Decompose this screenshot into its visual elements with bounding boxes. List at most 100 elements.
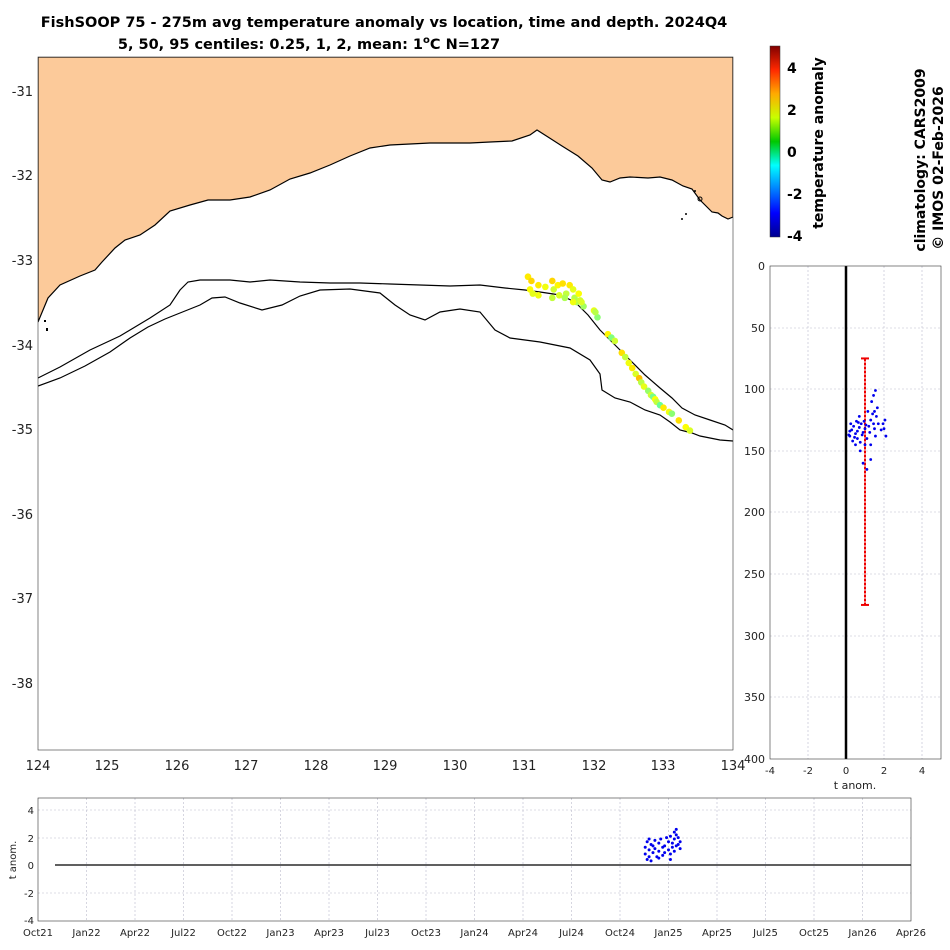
time-x-tick-label: Apr22 — [120, 928, 150, 939]
time-observation-point — [672, 849, 676, 853]
depth-observation-point — [855, 419, 858, 423]
map-lat-axis: -31 -32 -33 -34 -35 -36 -37 -38 — [12, 85, 33, 692]
time-y-tick-label: 4 — [28, 806, 34, 817]
time-x-tick-label: Apr25 — [702, 928, 732, 939]
island — [697, 196, 703, 202]
island — [44, 320, 46, 322]
depth-observation-point — [862, 419, 866, 423]
lat-tick-label: -36 — [12, 508, 33, 523]
climatology-label: climatology: CARS2009 — [913, 68, 929, 251]
time-x-tick-label: Jul22 — [170, 928, 196, 939]
lon-tick-label: 128 — [304, 759, 329, 774]
map-observation-point — [668, 410, 676, 417]
time-observation-point — [670, 845, 674, 849]
map-observation-points — [524, 273, 694, 434]
map-observation-point — [559, 280, 567, 287]
time-observation-point — [643, 852, 647, 856]
depth-observation-point — [879, 428, 883, 432]
colorbar-tick-label: 0 — [787, 145, 797, 161]
depth-observation-point — [854, 432, 857, 436]
depth-observation-point — [858, 440, 862, 444]
time-grid — [38, 798, 911, 921]
island — [46, 328, 48, 331]
depth-observation-point — [861, 461, 865, 465]
time-x-tick-label: Oct24 — [605, 928, 635, 939]
depth-frame — [769, 265, 942, 760]
depth-observation-point — [856, 437, 859, 440]
depth-tick-label: 0 — [758, 260, 765, 273]
depth-observation-point — [858, 449, 862, 453]
island — [681, 218, 683, 220]
time-observation-point — [647, 837, 651, 841]
depth-background — [770, 266, 941, 759]
time-observation-point — [649, 859, 653, 863]
lon-tick-label: 131 — [512, 759, 537, 774]
depth-observation-point — [873, 427, 876, 431]
depth-observation-point — [883, 418, 887, 422]
time-x-tick-label: Jul25 — [752, 928, 778, 939]
time-x-tick-label: Apr26 — [896, 928, 926, 939]
map-frame — [37, 56, 734, 751]
map-observation-point — [628, 364, 636, 372]
time-x-tick-label: Apr24 — [508, 928, 538, 939]
map-observation-point — [542, 283, 549, 291]
depth-observation-point — [881, 422, 885, 426]
tanom-tick-label: -4 — [765, 766, 775, 777]
time-observation-point — [674, 833, 678, 837]
time-x-tick-label: Oct23 — [411, 928, 441, 939]
time-ylabel: t anom. — [8, 841, 19, 880]
depth-observation-point — [869, 418, 873, 422]
time-observation-point — [668, 852, 672, 856]
depth-grid — [770, 266, 941, 759]
tanom-tick-label: 0 — [843, 766, 849, 777]
depth-observation-points — [847, 389, 888, 471]
lon-tick-label: 125 — [95, 759, 120, 774]
map-observation-point — [528, 277, 535, 285]
depth-observation-point — [857, 414, 861, 418]
map-observation-point — [555, 292, 563, 299]
depth-tick-label: 250 — [744, 568, 765, 581]
depth-tick-label: 350 — [744, 691, 765, 704]
time-y-tick-label: 2 — [28, 834, 34, 845]
time-observation-point — [659, 837, 663, 841]
map-observation-point — [529, 290, 537, 297]
time-observation-point — [663, 851, 667, 855]
depth-observation-point — [874, 389, 877, 392]
depth-panel: 0 50 100 150 200 250 300 350 400 -4 -2 0… — [744, 260, 942, 792]
time-x-tick-label: Jul23 — [364, 928, 390, 939]
depth-observation-point — [875, 414, 878, 418]
map-observation-point — [575, 290, 583, 297]
depth-tick-label: 100 — [744, 383, 765, 396]
colorbar-scale — [769, 45, 781, 238]
map-observation-point — [625, 359, 633, 367]
map-observation-point — [594, 313, 601, 321]
lat-tick-label: -35 — [12, 423, 33, 438]
lat-tick-label: -37 — [12, 592, 33, 607]
time-x-tick-label: Oct22 — [217, 928, 247, 939]
time-observation-point — [672, 830, 676, 834]
time-observation-point — [657, 841, 661, 845]
map-panel: 124 125 126 127 128 129 130 131 132 133 … — [12, 56, 745, 774]
lat-tick-label: -32 — [12, 169, 33, 184]
lat-tick-label: -33 — [12, 254, 33, 269]
time-observation-point — [643, 845, 647, 849]
tanom-tick-label: 2 — [881, 766, 887, 777]
depth-observation-point — [851, 439, 855, 443]
time-observation-point — [647, 848, 651, 852]
depth-observation-point — [870, 400, 874, 403]
time-x-tick-label: Apr23 — [314, 928, 344, 939]
lon-tick-label: 124 — [26, 759, 51, 774]
time-observation-point — [657, 849, 661, 853]
time-x-tick-label: Jan26 — [847, 928, 876, 939]
depth-observation-point — [859, 422, 863, 426]
isobath-lower — [38, 288, 733, 442]
lat-tick-label: -31 — [12, 85, 33, 100]
depth-observation-point — [854, 443, 857, 447]
time-frame — [37, 797, 912, 922]
depth-observation-point — [857, 426, 861, 429]
depth-observation-point — [852, 424, 855, 428]
depth-observation-point — [884, 434, 888, 438]
depth-observation-point — [864, 423, 868, 427]
map-observation-point — [561, 294, 569, 302]
depth-tick-label: 300 — [744, 630, 765, 643]
